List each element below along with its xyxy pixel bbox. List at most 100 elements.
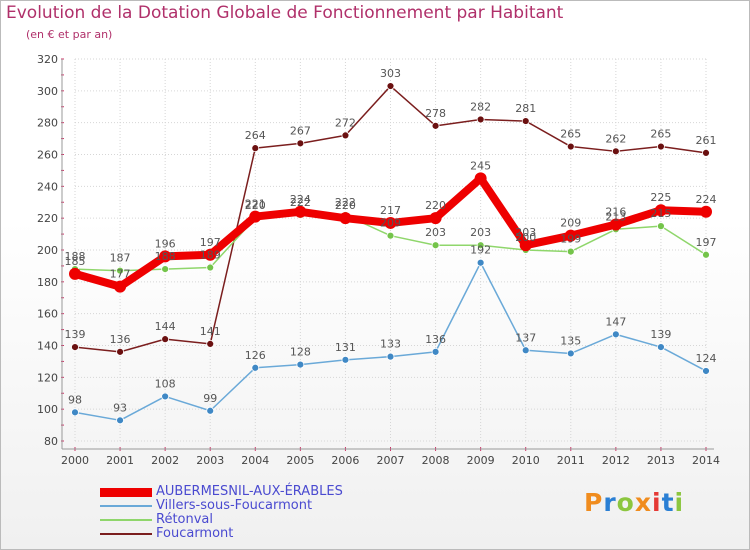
data-point-r-tonval [702,250,710,259]
data-label-foucarmont: 262 [605,132,626,145]
data-point-aubermesnil-aux-rables [654,204,667,217]
data-label-aubermesnil-aux-rables: 224 [696,193,717,206]
data-label-foucarmont: 272 [335,116,356,129]
logo-letter: x [634,488,652,517]
x-tick-label: 2002 [151,454,179,467]
data-label-villers-sous-foucarmont: 128 [290,346,311,359]
grid-layer [74,58,707,442]
proxiti-logo[interactable]: Proxiti [584,488,684,517]
data-label-aubermesnil-aux-rables: 221 [245,198,266,211]
legend-item-aubermesnil[interactable]: AUBERMESNIL-AUX-ÉRABLES [98,484,398,499]
legend-label-aubermesnil: AUBERMESNIL-AUX-ÉRABLES [156,484,343,499]
legend-label-retonval: Rétonval [156,512,214,527]
logo-letter: o [616,488,635,517]
legend-swatch-villers [100,505,152,507]
data-label-foucarmont: 281 [515,102,536,115]
data-label-foucarmont: 303 [380,67,401,80]
legend: AUBERMESNIL-AUX-ÉRABLES Villers-sous-Fou… [98,484,398,541]
data-point-aubermesnil-aux-rables [339,212,352,225]
data-label-foucarmont: 141 [200,325,221,338]
legend-label-villers: Villers-sous-Foucarmont [156,498,313,513]
legend-item-foucarmont[interactable]: Foucarmont [98,526,398,541]
x-tick-label: 2008 [422,454,450,467]
data-label-aubermesnil-aux-rables: 220 [335,199,356,212]
data-label-foucarmont: 139 [65,328,86,341]
data-label-r-tonval: 222 [335,196,356,209]
data-label-aubermesnil-aux-rables: 220 [425,199,446,212]
data-label-foucarmont: 282 [470,100,491,113]
data-point-villers-sous-foucarmont [431,347,440,356]
data-label-r-tonval: 189 [200,249,221,262]
data-label-villers-sous-foucarmont: 99 [203,392,217,405]
y-tick-label: 240 [37,180,58,193]
y-tick-label: 100 [37,403,58,416]
data-point-foucarmont [116,347,124,356]
data-label-aubermesnil-aux-rables: 196 [155,237,176,250]
data-label-aubermesnil-aux-rables: 225 [650,191,671,204]
x-tick-label: 2003 [196,454,224,467]
legend-item-villers[interactable]: Villers-sous-Foucarmont [98,498,398,513]
data-label-villers-sous-foucarmont: 124 [696,352,717,365]
y-tick-label: 300 [37,85,58,98]
data-label-foucarmont: 261 [696,134,717,147]
data-label-foucarmont: 144 [155,320,176,333]
data-point-foucarmont [386,82,395,90]
data-label-villers-sous-foucarmont: 139 [650,328,671,341]
y-tick-label: 260 [37,149,58,162]
data-label-foucarmont: 264 [245,129,266,142]
x-tick-label: 2006 [331,454,359,467]
x-tick-label: 2007 [377,454,405,467]
data-point-villers-sous-foucarmont [702,367,710,375]
data-point-villers-sous-foucarmont [161,392,170,401]
y-tick-label: 80 [44,435,58,448]
data-point-foucarmont [71,343,79,351]
x-tick-label: 2004 [241,454,269,467]
chart-subtitle: (en € et par an) [26,28,113,41]
data-label-foucarmont: 267 [290,124,311,137]
data-point-foucarmont [611,147,620,156]
data-point-villers-sous-foucarmont [476,258,485,267]
data-point-r-tonval [206,263,215,272]
legend-label-foucarmont: Foucarmont [156,526,234,541]
data-point-r-tonval [161,265,170,274]
data-point-aubermesnil-aux-rables [69,267,81,280]
logo-letter: i [674,488,685,517]
data-label-aubermesnil-aux-rables: 245 [470,159,491,172]
legend-item-retonval[interactable]: Rétonval [98,512,398,527]
data-point-villers-sous-foucarmont [251,363,260,372]
x-tick-label: 2014 [692,454,720,467]
data-point-aubermesnil-aux-rables [204,248,217,261]
data-label-r-tonval: 199 [560,233,581,246]
y-tick-label: 140 [37,340,58,353]
data-label-aubermesnil-aux-rables: 185 [65,255,86,268]
data-label-aubermesnil-aux-rables: 203 [515,226,536,239]
data-label-r-tonval: 213 [605,210,626,223]
data-point-r-tonval [386,231,395,240]
x-tick-label: 2010 [512,454,540,467]
data-label-aubermesnil-aux-rables: 217 [380,204,401,217]
data-label-foucarmont: 136 [110,333,131,346]
series-layer [69,82,712,425]
logo-letter: P [584,488,604,517]
data-label-r-tonval: 197 [696,236,717,249]
data-point-foucarmont [341,131,350,140]
data-label-villers-sous-foucarmont: 108 [155,377,176,390]
data-label-villers-sous-foucarmont: 192 [470,244,491,257]
data-point-aubermesnil-aux-rables [609,218,622,231]
data-point-aubermesnil-aux-rables [249,210,262,223]
x-tick-label: 2013 [647,454,675,467]
data-point-r-tonval [657,222,665,231]
data-label-r-tonval: 188 [65,250,86,263]
data-point-villers-sous-foucarmont [296,360,305,369]
data-point-villers-sous-foucarmont [521,346,530,355]
y-tick-label: 120 [37,371,58,384]
data-point-r-tonval [476,241,485,250]
data-point-foucarmont [161,335,170,344]
logo-letter: t [661,488,675,517]
data-label-aubermesnil-aux-rables: 224 [290,193,311,206]
axis-layer: 80 100 120 140 160 180 200 220 240 260 280 300 320 20… [37,53,720,467]
label-layer: 139 136 144 141 264 267 272 303 278 282 281 265 262 2… [65,67,717,414]
data-label-r-tonval: 203 [425,226,446,239]
